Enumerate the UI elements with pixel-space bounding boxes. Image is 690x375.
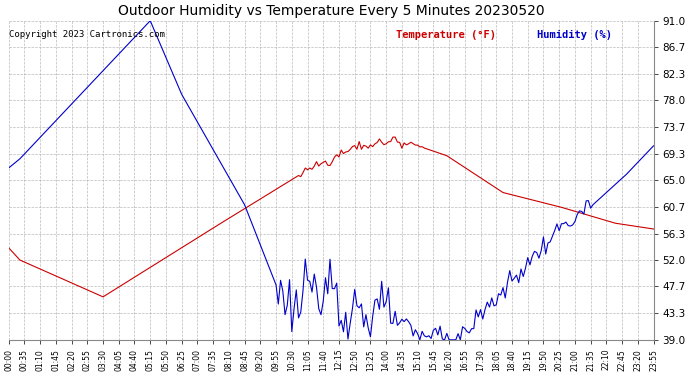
- Title: Outdoor Humidity vs Temperature Every 5 Minutes 20230520: Outdoor Humidity vs Temperature Every 5 …: [118, 4, 544, 18]
- Text: Temperature (°F): Temperature (°F): [395, 30, 495, 40]
- Text: Humidity (%): Humidity (%): [538, 30, 613, 40]
- Text: Copyright 2023 Cartronics.com: Copyright 2023 Cartronics.com: [9, 30, 165, 39]
